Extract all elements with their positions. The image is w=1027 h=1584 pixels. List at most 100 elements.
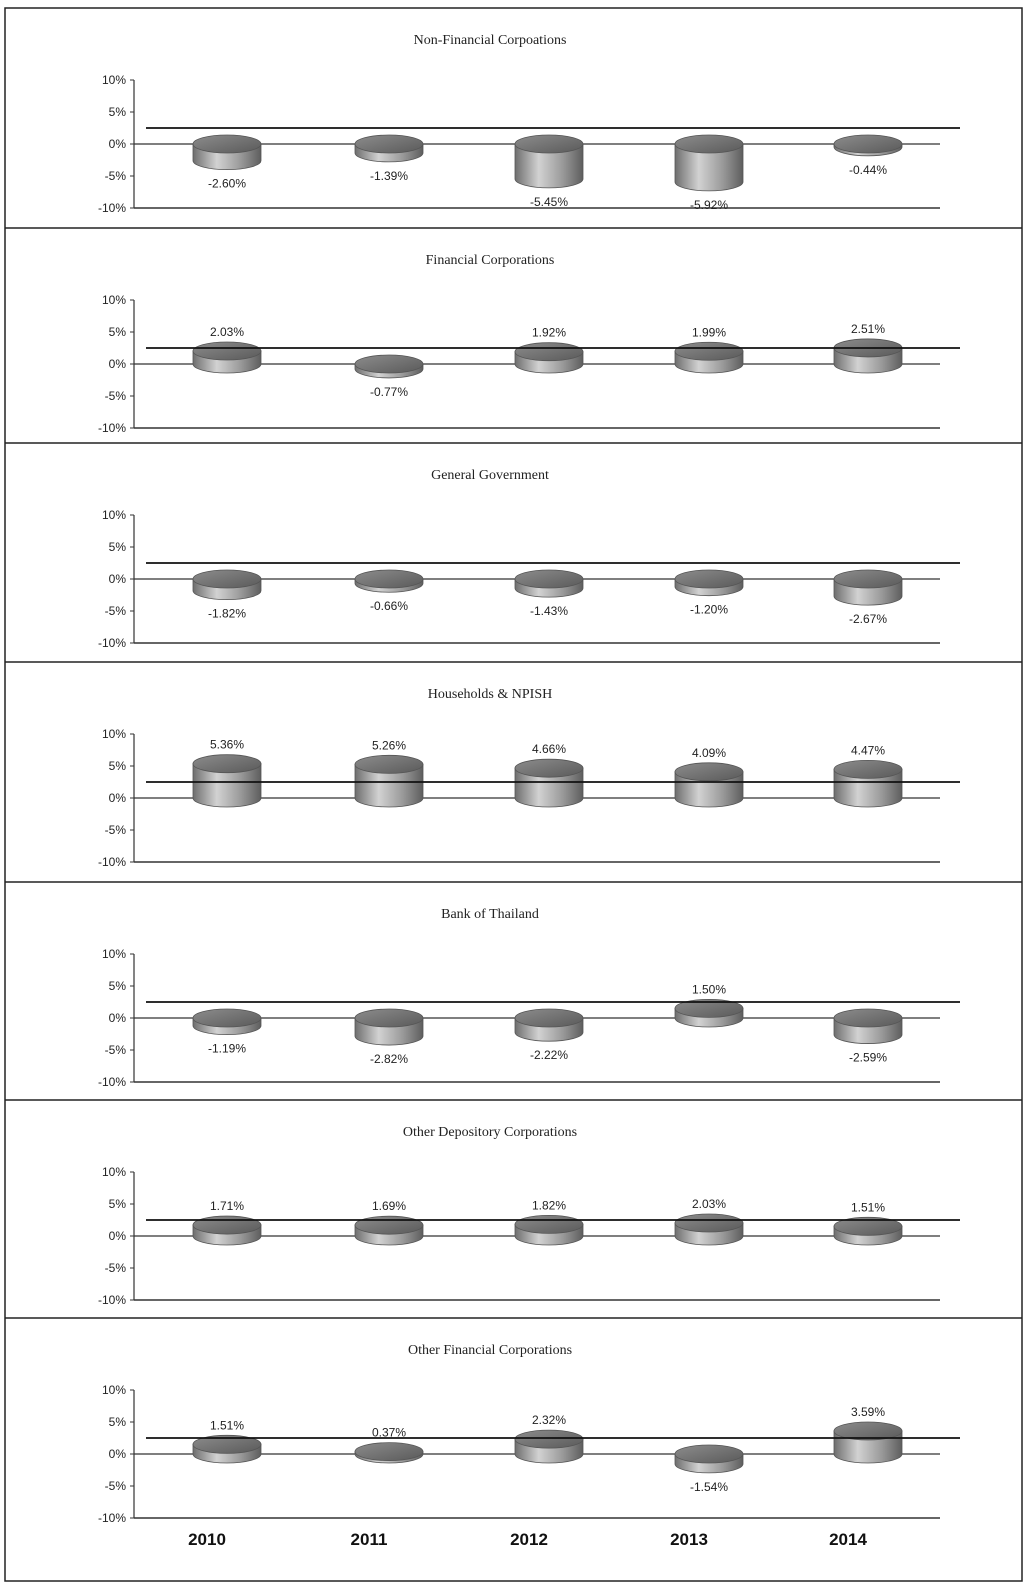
y-tick-label: -10% bbox=[98, 1293, 126, 1307]
chart-panel-7: Other Financial Corporations 10% 5% 0% -5% -1… bbox=[5, 1317, 1022, 1549]
bar-2012 bbox=[514, 134, 584, 189]
bar-top bbox=[192, 1008, 262, 1028]
data-label: 4.09% bbox=[692, 746, 726, 760]
data-label: 5.26% bbox=[372, 738, 406, 752]
data-label: -0.77% bbox=[370, 385, 408, 399]
bar-2012 bbox=[514, 569, 584, 598]
data-label: 1.92% bbox=[532, 326, 566, 340]
data-label: -5.45% bbox=[530, 195, 568, 209]
y-tick-label: 5% bbox=[109, 105, 127, 119]
bar-top bbox=[833, 134, 903, 154]
bar-top bbox=[354, 1442, 424, 1462]
y-tick-label: -5% bbox=[105, 823, 127, 837]
y-tick-label: 0% bbox=[109, 357, 127, 371]
bar-top bbox=[514, 1008, 584, 1028]
data-label: -1.43% bbox=[530, 604, 568, 618]
bar-body bbox=[674, 771, 744, 808]
bar-2013 bbox=[674, 1444, 744, 1474]
bar-body bbox=[192, 763, 262, 808]
bar-top bbox=[192, 569, 262, 589]
bar-body bbox=[833, 768, 903, 808]
x-tick-label: 2014 bbox=[829, 1530, 867, 1549]
bar-top bbox=[833, 1008, 903, 1028]
chart-panel-3: General Government 10% 5% 0% -5% -10% -1.82% -0… bbox=[5, 442, 1022, 650]
y-tick-label: -5% bbox=[105, 604, 127, 618]
bar-top bbox=[514, 1214, 584, 1234]
bar-top bbox=[833, 569, 903, 589]
bar-2013 bbox=[674, 134, 744, 192]
y-tick-label: 5% bbox=[109, 1197, 127, 1211]
x-tick-label: 2011 bbox=[351, 1530, 388, 1549]
data-label: 3.59% bbox=[851, 1405, 885, 1419]
y-tick-label: -10% bbox=[98, 636, 126, 650]
bar-2011 bbox=[354, 134, 424, 163]
data-label: 1.71% bbox=[210, 1199, 244, 1213]
bar-top bbox=[192, 754, 262, 774]
bar-2010 bbox=[192, 341, 262, 374]
bar-top bbox=[514, 758, 584, 778]
bar-top bbox=[833, 1216, 903, 1236]
bar-2010 bbox=[192, 569, 262, 601]
y-tick-label: 5% bbox=[109, 325, 127, 339]
y-tick-label: 0% bbox=[109, 572, 127, 586]
data-label: 1.51% bbox=[210, 1418, 244, 1432]
bar-2014 bbox=[833, 569, 903, 606]
bar-2011 bbox=[354, 1008, 424, 1046]
bar-2013 bbox=[674, 341, 744, 374]
y-tick-label: 5% bbox=[109, 759, 127, 773]
bar-top bbox=[514, 1429, 584, 1449]
bar-top bbox=[354, 1215, 424, 1235]
y-tick-label: -5% bbox=[105, 169, 127, 183]
bar-2014 bbox=[833, 1216, 903, 1246]
bar-top bbox=[354, 569, 424, 589]
y-tick-label: 10% bbox=[102, 293, 126, 307]
bar-2012 bbox=[514, 1429, 584, 1464]
data-label: -2.22% bbox=[530, 1048, 568, 1062]
bar-2013 bbox=[674, 1213, 744, 1246]
data-label: -1.39% bbox=[370, 169, 408, 183]
y-tick-label: 5% bbox=[109, 1415, 127, 1429]
bar-top bbox=[674, 999, 744, 1018]
chart-panel-2: Financial Corporations 10% 5% 0% -5% -10% 2.03… bbox=[5, 227, 1022, 435]
y-tick-label: 0% bbox=[109, 1447, 127, 1461]
data-label: -2.67% bbox=[849, 612, 887, 626]
data-label: 4.47% bbox=[851, 743, 885, 757]
data-label: -1.20% bbox=[690, 603, 728, 617]
data-label: -1.82% bbox=[208, 607, 246, 621]
y-tick-label: -5% bbox=[105, 389, 127, 403]
bar-top bbox=[674, 341, 744, 361]
bar-2012 bbox=[514, 1008, 584, 1042]
bar-2010 bbox=[192, 1008, 262, 1036]
data-label: 2.03% bbox=[210, 325, 244, 339]
data-label: -1.19% bbox=[208, 1042, 246, 1056]
bar-2014 bbox=[833, 1008, 903, 1044]
y-tick-label: -5% bbox=[105, 1261, 127, 1275]
data-label: 1.99% bbox=[692, 325, 726, 339]
data-label: -0.44% bbox=[849, 163, 887, 177]
bar-top bbox=[354, 1008, 424, 1028]
chart-panel-4: Households & NPISH 10% 5% 0% -5% -10% 5.36% 5.2… bbox=[5, 661, 1022, 869]
figure-frame bbox=[4, 7, 1023, 1582]
y-tick-label: -10% bbox=[98, 1511, 126, 1525]
y-tick-label: 10% bbox=[102, 73, 126, 87]
data-label: 2.32% bbox=[532, 1413, 566, 1427]
y-tick-label: 0% bbox=[109, 137, 127, 151]
data-label: 1.51% bbox=[851, 1200, 885, 1214]
bar-2010 bbox=[192, 1434, 262, 1464]
y-tick-label: 10% bbox=[102, 1165, 126, 1179]
y-tick-label: 10% bbox=[102, 947, 126, 961]
bar-2010 bbox=[192, 134, 262, 171]
bar-top bbox=[674, 134, 744, 154]
bar-top bbox=[674, 1213, 744, 1233]
data-label: 5.36% bbox=[210, 738, 244, 752]
y-tick-label: 0% bbox=[109, 1011, 127, 1025]
y-tick-label: 5% bbox=[109, 979, 127, 993]
y-tick-label: 10% bbox=[102, 727, 126, 741]
y-tick-label: -10% bbox=[98, 1075, 126, 1089]
bar-top bbox=[833, 1421, 903, 1441]
data-label: 1.69% bbox=[372, 1199, 406, 1213]
y-tick-label: -5% bbox=[105, 1043, 127, 1057]
x-tick-label: 2012 bbox=[510, 1530, 548, 1549]
